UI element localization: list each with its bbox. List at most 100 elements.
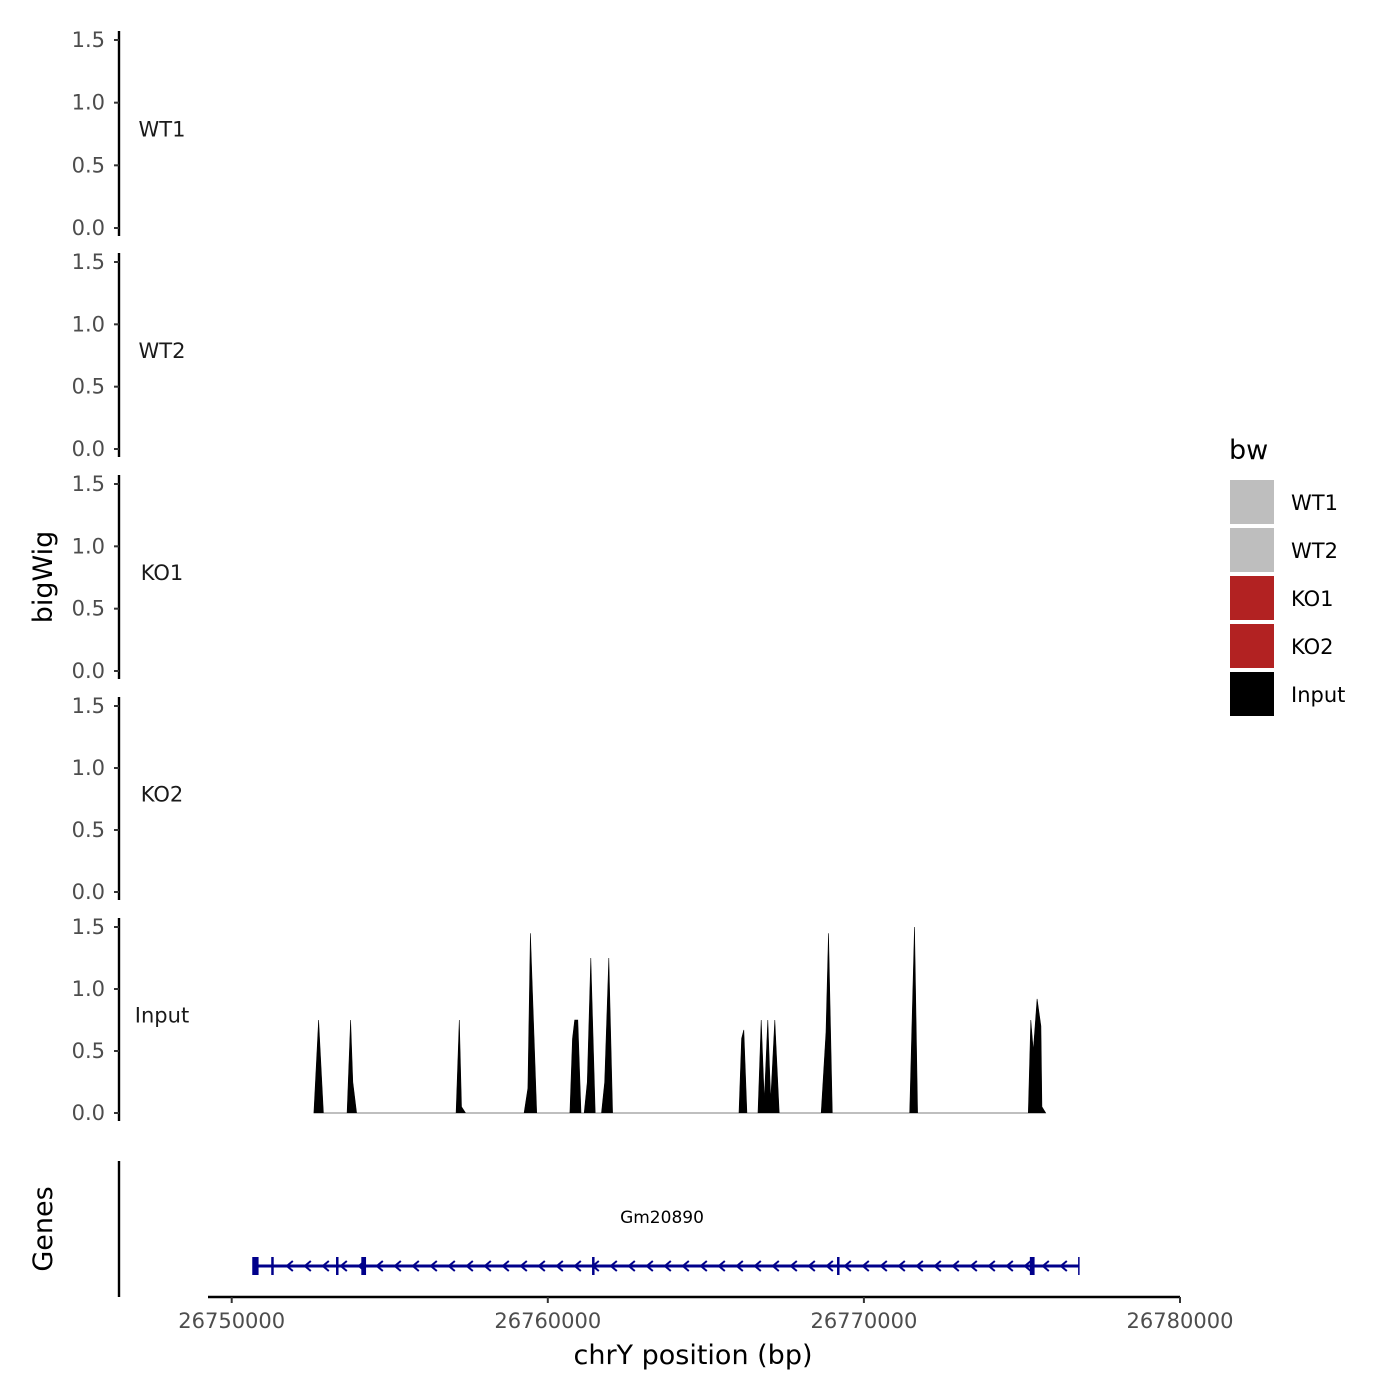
strand-arrow-icon: [429, 1260, 438, 1272]
legend-label: WT2: [1291, 539, 1338, 563]
strand-arrow-icon: [447, 1260, 456, 1272]
y-tick-label: 0.5: [72, 375, 105, 399]
track-label: KO1: [141, 561, 184, 585]
y-tick-label: 0.0: [72, 437, 105, 461]
track-panel-ko2: 0.0 0.5 1.0 1.5 KO2: [72, 694, 184, 904]
strand-arrow-icon: [1059, 1260, 1068, 1272]
legend-label: KO2: [1291, 635, 1334, 659]
x-tick-label: 26770000: [810, 1309, 917, 1333]
strand-arrow-icon: [303, 1260, 312, 1272]
strand-arrow-icon: [969, 1260, 978, 1272]
strand-arrow-icon: [1041, 1260, 1050, 1272]
y-tick-label: 0.0: [72, 880, 105, 904]
strand-arrow-icon: [573, 1260, 582, 1272]
legend-label: WT1: [1291, 491, 1338, 515]
y-tick-label: 1.5: [72, 694, 105, 718]
legend: bw WT1 WT2 KO1 KO2 Input: [1229, 435, 1345, 716]
x-tick-label: 26780000: [1127, 1309, 1234, 1333]
gene-exon: [271, 1257, 274, 1275]
strand-arrow-icon: [501, 1260, 510, 1272]
gene-exon: [252, 1257, 259, 1275]
track-label: WT1: [139, 118, 186, 142]
strand-arrow-icon: [717, 1260, 726, 1272]
strand-arrow-icon: [789, 1260, 798, 1272]
y-tick-label: 1.5: [72, 472, 105, 496]
y-tick-label: 0.0: [72, 216, 105, 240]
strand-arrow-icon: [699, 1260, 708, 1272]
legend-swatch: [1230, 624, 1274, 668]
strand-arrow-icon: [897, 1260, 906, 1272]
gene-label: Gm20890: [620, 1208, 704, 1228]
y-tick-label: 0.5: [72, 597, 105, 621]
strand-arrow-icon: [879, 1260, 888, 1272]
strand-arrow-icon: [375, 1260, 384, 1272]
y-tick-label: 1.5: [72, 915, 105, 939]
track-panel-wt2: 0.0 0.5 1.0 1.5 WT2: [72, 250, 186, 461]
gene-exon: [336, 1257, 339, 1275]
strand-arrow-icon: [753, 1260, 762, 1272]
y-tick-label: 1.0: [72, 534, 105, 558]
strand-arrow-icon: [393, 1260, 402, 1272]
strand-arrow-icon: [537, 1260, 546, 1272]
y-tick-label: 1.0: [72, 977, 105, 1001]
legend-title: bw: [1229, 435, 1268, 466]
strand-arrow-icon: [771, 1260, 780, 1272]
strand-arrow-icon: [915, 1260, 924, 1272]
strand-arrow-icon: [483, 1260, 492, 1272]
y-tick-label: 1.5: [72, 28, 105, 52]
track-label: WT2: [139, 339, 186, 363]
strand-arrow-icon: [987, 1260, 996, 1272]
track-label: KO2: [141, 783, 184, 807]
legend-label: KO1: [1291, 587, 1334, 611]
legend-swatch: [1230, 672, 1274, 716]
legend-label: Input: [1291, 683, 1345, 707]
y-tick-label: 0.5: [72, 153, 105, 177]
strand-arrow-icon: [735, 1260, 744, 1272]
y-tick-label: 0.5: [72, 1039, 105, 1063]
strand-arrow-icon: [663, 1260, 672, 1272]
strand-arrow-icon: [825, 1260, 834, 1272]
y-tick-label: 1.0: [72, 312, 105, 336]
strand-arrow-icon: [609, 1260, 618, 1272]
strand-arrow-icon: [933, 1260, 942, 1272]
strand-arrow-icon: [321, 1260, 330, 1272]
strand-arrow-icon: [681, 1260, 690, 1272]
bigwig-tracks: 0.0 0.5 1.0 1.5 WT1 0.0 0.5 1.0 1.5 WT2 0.0 0.5 1.0 1…: [72, 28, 1047, 1125]
genes-axis-title: Genes: [28, 1186, 59, 1271]
legend-swatch: [1230, 576, 1274, 620]
legend-swatch: [1230, 528, 1274, 572]
strand-arrow-icon: [1023, 1260, 1032, 1272]
y-tick-label: 1.5: [72, 250, 105, 274]
strand-arrow-icon: [843, 1260, 852, 1272]
strand-arrow-icon: [807, 1260, 816, 1272]
y-tick-label: 1.0: [72, 91, 105, 115]
y-tick-label: 0.0: [72, 659, 105, 683]
x-tick-label: 26750000: [178, 1309, 285, 1333]
gene-exon: [592, 1257, 595, 1275]
y-tick-label: 0.0: [72, 1101, 105, 1125]
strand-arrow-icon: [285, 1260, 294, 1272]
gene-exon: [1029, 1257, 1035, 1275]
strand-arrow-icon: [465, 1260, 474, 1272]
strand-arrow-icon: [1005, 1260, 1014, 1272]
gene-exon: [837, 1257, 840, 1275]
x-axis: 26750000 26760000 26770000 26780000: [178, 1295, 1234, 1333]
track-panel-ko1: 0.0 0.5 1.0 1.5 KO1: [72, 472, 184, 683]
strand-arrow-icon: [861, 1260, 870, 1272]
signal-area: [313, 926, 1047, 1114]
y-tick-label: 0.5: [72, 818, 105, 842]
track-panel-input: 0.0 0.5 1.0 1.5 Input: [72, 915, 1047, 1125]
y-tick-label: 1.0: [72, 756, 105, 780]
x-axis-title: chrY position (bp): [573, 1340, 812, 1371]
strand-arrow-icon: [645, 1260, 654, 1272]
legend-swatch: [1230, 480, 1274, 524]
x-tick-label: 26760000: [494, 1309, 601, 1333]
genes-track: Gm20890: [117, 1161, 1080, 1297]
strand-arrow-icon: [951, 1260, 960, 1272]
strand-arrow-icon: [411, 1260, 420, 1272]
strand-arrow-icon: [627, 1260, 636, 1272]
gene-exon: [361, 1257, 367, 1275]
track-panel-wt1: 0.0 0.5 1.0 1.5 WT1: [72, 28, 186, 240]
strand-arrow-icon: [519, 1260, 528, 1272]
